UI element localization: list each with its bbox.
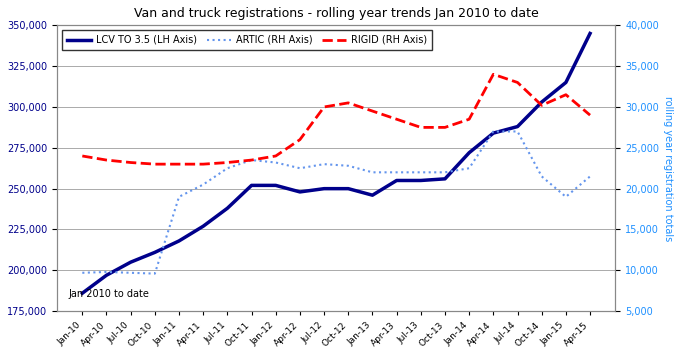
Legend: LCV TO 3.5 (LH Axis), ARTIC (RH Axis), RIGID (RH Axis): LCV TO 3.5 (LH Axis), ARTIC (RH Axis), R… — [62, 30, 432, 50]
Y-axis label: rolling year registration totals: rolling year registration totals — [663, 95, 673, 241]
Text: Jan 2010 to date: Jan 2010 to date — [68, 289, 149, 299]
Title: Van and truck registrations - rolling year trends Jan 2010 to date: Van and truck registrations - rolling ye… — [134, 7, 539, 20]
